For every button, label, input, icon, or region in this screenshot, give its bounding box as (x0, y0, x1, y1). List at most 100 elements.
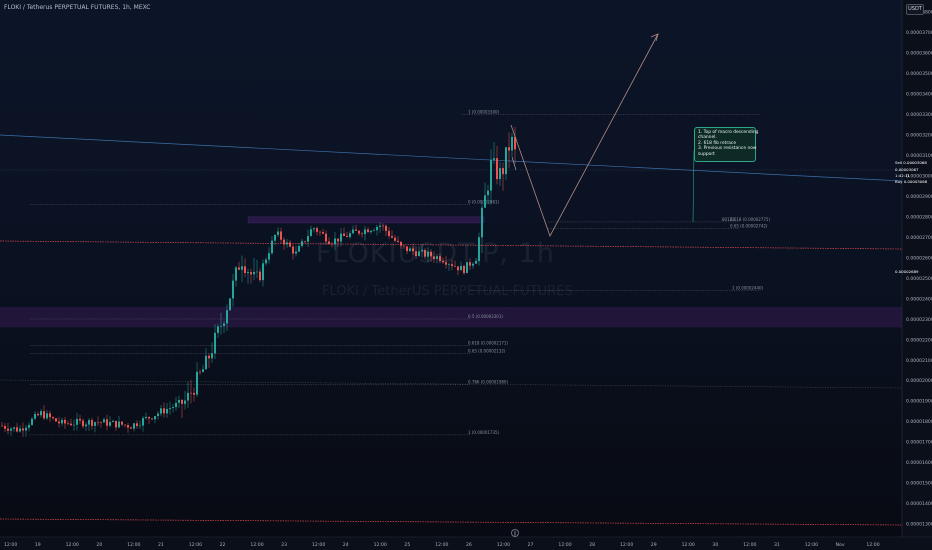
candle-body[interactable] (163, 408, 165, 414)
candle-body[interactable] (127, 425, 129, 428)
candle-body[interactable] (316, 228, 318, 232)
candle-body[interactable] (328, 241, 330, 244)
candle-body[interactable] (337, 238, 339, 242)
candle-body[interactable] (190, 392, 192, 394)
candle-body[interactable] (343, 233, 345, 236)
candle-body[interactable] (25, 427, 27, 431)
candle-body[interactable] (88, 420, 90, 425)
candle-body[interactable] (478, 237, 480, 262)
candle-body[interactable] (268, 253, 270, 260)
candle-body[interactable] (358, 230, 360, 234)
candle-body[interactable] (421, 250, 423, 252)
candle-body[interactable] (148, 416, 150, 419)
candle-body[interactable] (310, 229, 312, 237)
candle-body[interactable] (409, 248, 411, 252)
candle-body[interactable] (484, 195, 486, 208)
candle-body[interactable] (115, 420, 117, 428)
candle-body[interactable] (121, 421, 123, 425)
candle-body[interactable] (481, 207, 483, 238)
candle-body[interactable] (1, 425, 3, 427)
candle-body[interactable] (22, 428, 24, 431)
candle-body[interactable] (181, 399, 183, 404)
candle-body[interactable] (439, 256, 441, 261)
candle-body[interactable] (124, 424, 126, 426)
annotation-note[interactable]: 1. Top of macro descending channel. 2. 6… (694, 127, 758, 162)
candle-body[interactable] (382, 225, 384, 227)
candle-body[interactable] (442, 260, 444, 263)
channel-top-line[interactable] (0, 134, 903, 182)
candle-body[interactable] (202, 369, 204, 373)
candle-body[interactable] (184, 400, 186, 404)
candle-body[interactable] (391, 236, 393, 238)
candle-body[interactable] (55, 418, 57, 422)
candle-body[interactable] (262, 263, 264, 281)
candle-body[interactable] (94, 422, 96, 426)
candle-body[interactable] (70, 423, 72, 426)
candle-body[interactable] (277, 231, 279, 235)
candle-body[interactable] (436, 256, 438, 260)
candle-body[interactable] (175, 402, 177, 408)
candle-body[interactable] (196, 371, 198, 395)
candle-body[interactable] (145, 416, 147, 419)
candle-body[interactable] (406, 246, 408, 252)
candle-body[interactable] (19, 428, 21, 432)
currency-button[interactable]: USDT (906, 4, 924, 15)
scroll-to-realtime-icon[interactable]: ⟫ (511, 529, 519, 537)
candle-body[interactable] (508, 147, 510, 151)
candle-body[interactable] (499, 168, 501, 180)
candle-body[interactable] (475, 261, 477, 264)
candle-body[interactable] (445, 262, 447, 265)
candle-body[interactable] (403, 245, 405, 247)
candle-body[interactable] (178, 399, 180, 403)
candle-body[interactable] (502, 168, 504, 175)
candle-body[interactable] (346, 235, 348, 237)
candle-body[interactable] (322, 232, 324, 234)
candle-body[interactable] (241, 266, 243, 270)
candle-body[interactable] (355, 229, 357, 231)
candle-body[interactable] (451, 264, 453, 267)
candle-body[interactable] (457, 266, 459, 271)
candle-body[interactable] (469, 262, 471, 266)
candle-body[interactable] (91, 420, 93, 426)
candle-body[interactable] (394, 237, 396, 241)
candle-body[interactable] (199, 371, 201, 373)
candle-body[interactable] (103, 419, 105, 423)
candle-body[interactable] (304, 241, 306, 242)
candle-body[interactable] (490, 159, 492, 191)
candle-body[interactable] (7, 428, 9, 431)
candle-body[interactable] (364, 229, 366, 235)
projection-path[interactable] (510, 33, 659, 237)
symbol-title[interactable]: FLOKI / Tetherus PERPETUAL FUTURES, 1h, … (4, 4, 151, 11)
candle-body[interactable] (160, 408, 162, 414)
candle-body[interactable] (133, 423, 135, 429)
support-trendline[interactable] (0, 518, 903, 526)
candle-body[interactable] (49, 413, 51, 418)
demand-zone[interactable] (0, 306, 902, 328)
candle-body[interactable] (136, 423, 138, 427)
candle-body[interactable] (52, 417, 54, 419)
sell-price-tag[interactable]: Sell 0.00003068 (893, 159, 929, 166)
candle-body[interactable] (388, 230, 390, 237)
candle-body[interactable] (340, 233, 342, 242)
candle-body[interactable] (28, 424, 30, 428)
candle-body[interactable] (37, 413, 39, 416)
candle-body[interactable] (13, 427, 15, 429)
candle-body[interactable] (397, 240, 399, 242)
candle-body[interactable] (220, 326, 222, 327)
candle-body[interactable] (415, 251, 417, 257)
candle-body[interactable] (427, 251, 429, 257)
candle-body[interactable] (274, 234, 276, 241)
candle-body[interactable] (256, 271, 258, 273)
candle-body[interactable] (400, 241, 402, 246)
candle-body[interactable] (280, 231, 282, 240)
candle-body[interactable] (193, 392, 195, 395)
candle-body[interactable] (298, 245, 300, 252)
candle-body[interactable] (226, 310, 228, 324)
buy-price-tag[interactable]: Buy 0.00003068 (893, 178, 929, 185)
candle-body[interactable] (250, 272, 252, 275)
candle-body[interactable] (46, 413, 48, 419)
candle-body[interactable] (73, 424, 75, 426)
candle-body[interactable] (418, 251, 420, 257)
